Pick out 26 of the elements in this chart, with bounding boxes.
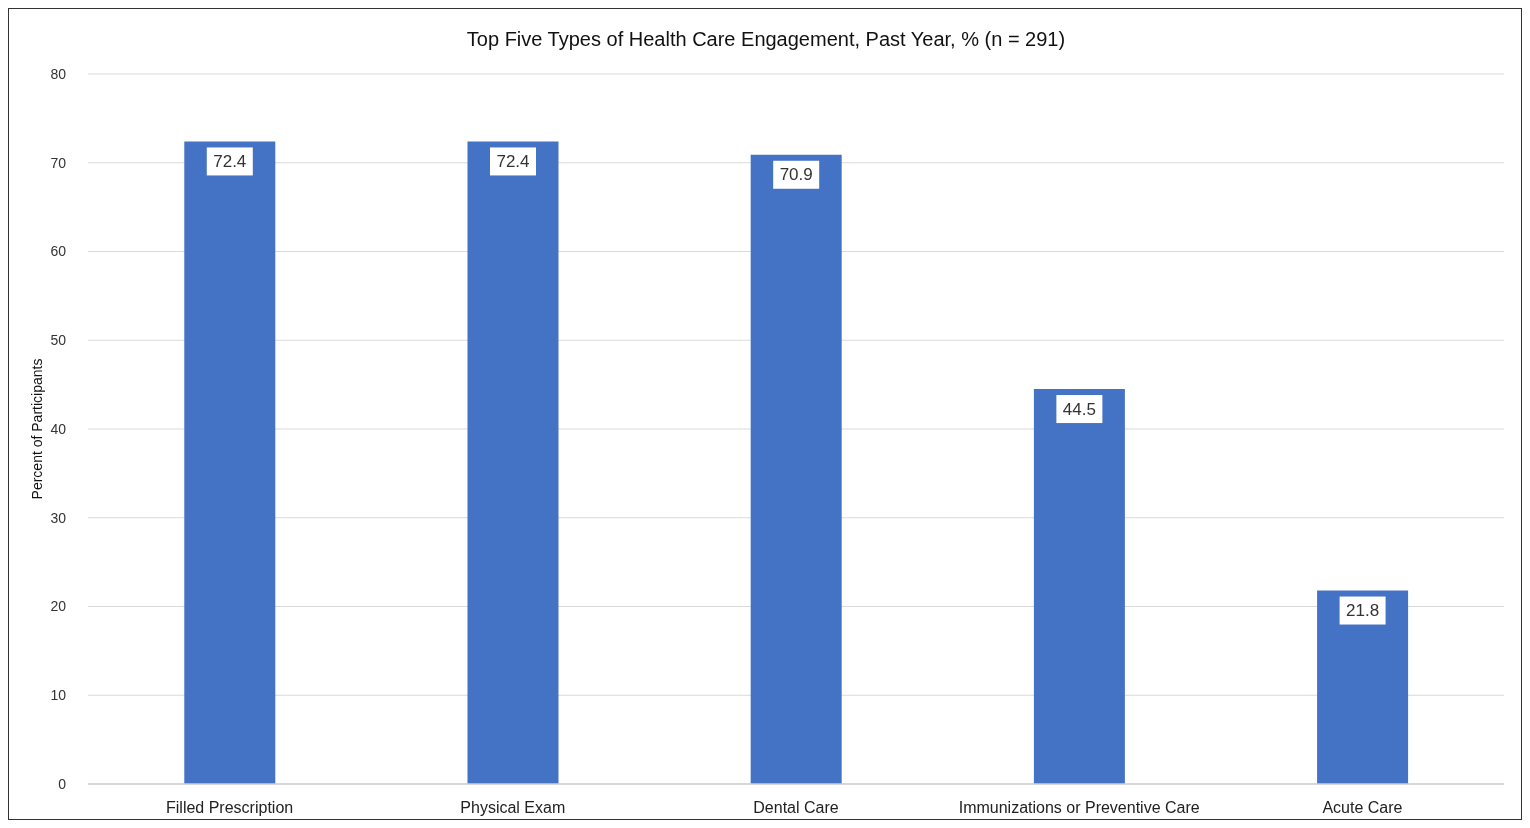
x-tick-label: Immunizations or Preventive Care xyxy=(958,799,1200,817)
data-label: 72.4 xyxy=(213,151,247,171)
x-tick-label: Dental Care xyxy=(753,799,839,817)
y-tick-label: 60 xyxy=(50,243,67,260)
bar xyxy=(1317,590,1409,784)
y-tick-label: 70 xyxy=(50,154,67,171)
data-label: 70.9 xyxy=(779,165,813,185)
y-tick-label: 0 xyxy=(58,775,67,792)
x-tick-label: Physical Exam xyxy=(460,799,566,817)
x-tick-label: Filled Prescription xyxy=(166,799,294,817)
bar xyxy=(1033,389,1125,784)
bar xyxy=(467,141,559,784)
data-label: 44.5 xyxy=(1062,399,1096,419)
y-tick-label: 40 xyxy=(50,420,67,437)
data-label: 72.4 xyxy=(496,151,530,171)
x-tick-label: Acute Care xyxy=(1322,799,1403,817)
y-tick-label: 50 xyxy=(50,332,67,349)
y-tick-label: 30 xyxy=(50,509,67,526)
bar xyxy=(750,154,842,784)
chart-title: Top Five Types of Health Care Engagement, Past Year, % (n = 291) xyxy=(465,27,1067,51)
y-tick-label: 20 xyxy=(50,598,67,615)
y-axis-title: Percent of Participants xyxy=(28,358,45,500)
y-tick-label: 80 xyxy=(50,65,67,82)
bar xyxy=(184,141,276,784)
data-label: 21.8 xyxy=(1346,601,1380,621)
y-tick-label: 10 xyxy=(50,687,67,704)
